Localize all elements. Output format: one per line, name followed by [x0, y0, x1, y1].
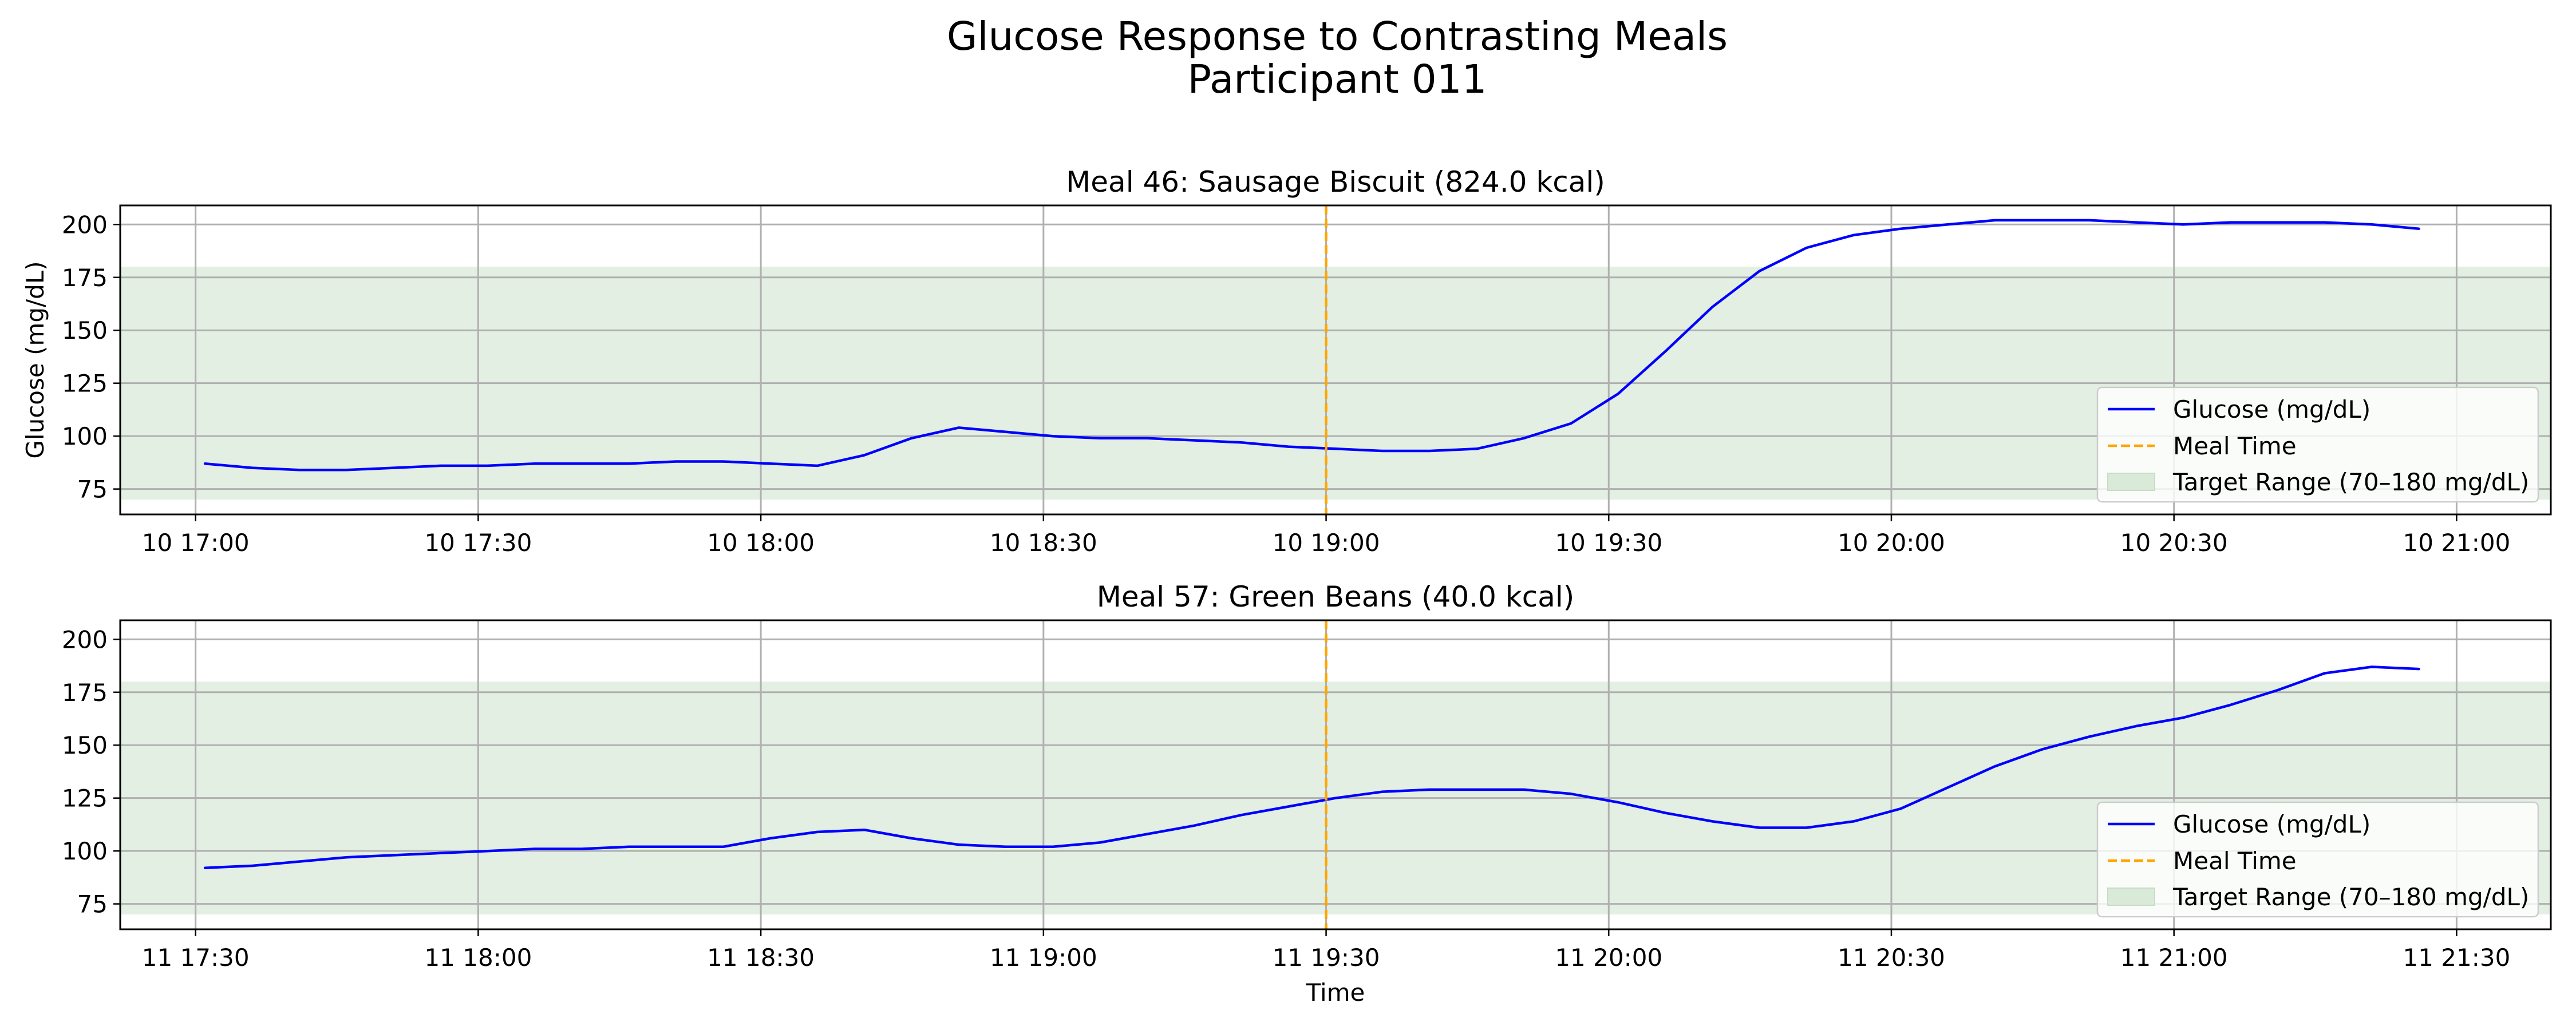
legend-box [2096, 386, 2539, 503]
x-tick-label: 10 19:30 [1555, 529, 1662, 557]
y-tick-label: 200 [62, 625, 108, 653]
x-tick-label: 10 17:30 [424, 529, 532, 557]
y-tick-label: 150 [62, 731, 108, 759]
x-tick-label: 11 19:30 [1273, 944, 1380, 972]
legend-target-range-label: Target Range (70–180 mg/dL) [2172, 883, 2529, 911]
x-tick-label: 10 20:00 [1838, 529, 1945, 557]
x-tick-label: 11 21:00 [2120, 944, 2228, 972]
legend-meal-time-label: Meal Time [2173, 847, 2297, 875]
panel-title: Meal 57: Green Beans (40.0 kcal) [1097, 580, 1575, 613]
panel-title: Meal 46: Sausage Biscuit (824.0 kcal) [1066, 165, 1605, 199]
x-tick-label: 11 17:30 [142, 944, 250, 972]
x-tick-label: 11 21:30 [2403, 944, 2511, 972]
y-tick-label: 175 [62, 264, 108, 292]
axes-frame [119, 204, 2552, 516]
x-axis-label: Time [1306, 978, 1365, 1007]
glucose-line [203, 665, 2420, 869]
legend-meal-time-label: Meal Time [2173, 432, 2297, 460]
chart-panel-2: 75 100 125 150 175 200 11 17:30 11 18:00 11 18:3… [62, 580, 2552, 1007]
x-tick-label: 10 20:30 [2120, 529, 2228, 557]
figure-title-line1: Glucose Response to Contrasting Meals [947, 14, 1728, 60]
y-tick-label: 75 [77, 890, 108, 918]
x-tick-label: 11 20:00 [1555, 944, 1662, 972]
legend-target-range-swatch [2107, 888, 2155, 906]
legend-box [2096, 801, 2539, 918]
x-tick-label: 10 18:00 [707, 529, 815, 557]
y-tick-label: 100 [62, 422, 108, 450]
x-tick-label: 11 19:00 [990, 944, 1097, 972]
legend-target-range-label: Target Range (70–180 mg/dL) [2172, 468, 2529, 496]
x-tick-label: 11 20:30 [1838, 944, 1945, 972]
y-tick-label: 150 [62, 316, 108, 344]
y-tick-label: 200 [62, 211, 108, 239]
legend-target-range-swatch [2107, 473, 2155, 491]
chart-panels: 75 100 125 150 175 200 10 17:00 10 17:30 10 18:0… [21, 165, 2552, 1007]
y-tick-label: 75 [77, 476, 108, 504]
y-tick-label: 175 [62, 679, 108, 707]
y-tick-label: 125 [62, 370, 108, 398]
y-tick-label: 100 [62, 837, 108, 865]
legend-glucose-label: Glucose (mg/dL) [2173, 395, 2370, 423]
x-tick-label: 10 21:00 [2403, 529, 2511, 557]
x-tick-label: 11 18:30 [707, 944, 815, 972]
legend: Glucose (mg/dL) Meal Time Target Range (70… [2096, 386, 2539, 503]
legend-glucose-label: Glucose (mg/dL) [2173, 810, 2370, 838]
axes-frame [119, 619, 2552, 930]
legend: Glucose (mg/dL) Meal Time Target Range (70… [2096, 801, 2539, 918]
y-axis-label: Glucose (mg/dL) [21, 261, 49, 458]
y-tick-label: 125 [62, 785, 108, 813]
glucose-line [203, 219, 2420, 472]
x-tick-label: 11 18:00 [424, 944, 532, 972]
x-tick-label: 10 17:00 [142, 529, 250, 557]
x-tick-label: 10 18:30 [990, 529, 1097, 557]
x-tick-label: 10 19:00 [1273, 529, 1380, 557]
figure-title-line2: Participant 011 [1188, 57, 1487, 102]
chart-panel-1: 75 100 125 150 175 200 10 17:00 10 17:30 10 18:0… [21, 165, 2552, 557]
